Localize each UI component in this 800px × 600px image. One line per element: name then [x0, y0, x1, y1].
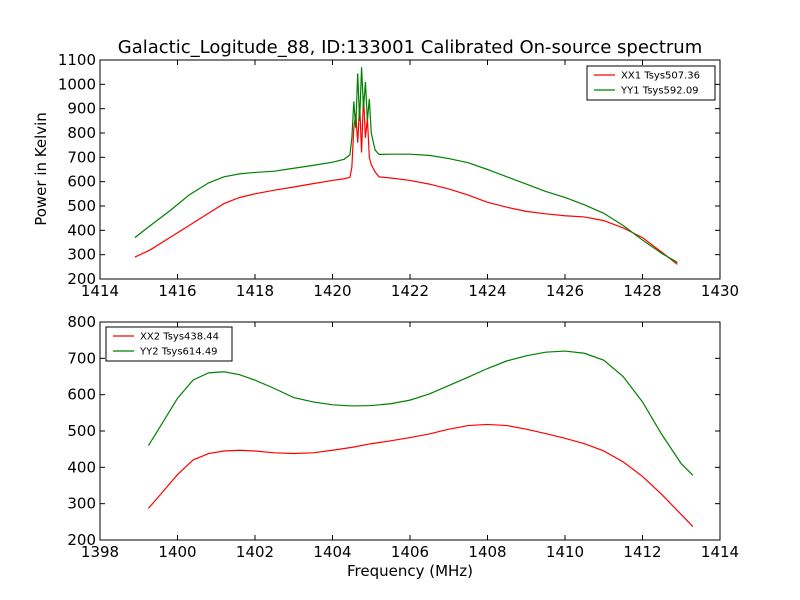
y-tick-label: 500: [67, 422, 96, 440]
chart-title: Galactic_Logitude_88, ID:133001 Calibrat…: [118, 37, 702, 58]
top-plot: 1414 1416 1418 1420 1422 1424 1426 1428 1430 200 3…: [58, 51, 739, 300]
legend: XX2 Tsys438.44 YY2 Tsys614.49: [105, 326, 233, 362]
x-tick-label: 1426: [546, 282, 584, 300]
y-tick-label: 400: [67, 221, 96, 239]
legend-entry: YY2 Tsys614.49: [139, 347, 218, 358]
x-tick-label: 1406: [391, 543, 429, 561]
legend-entry: YY1 Tsys592.09: [620, 86, 699, 97]
x-tick-label: 1400: [158, 543, 196, 561]
y-tick-label: 700: [67, 148, 96, 166]
bottom-plot: 1398 1400 1402 1404 1406 1408 1410 1412 1414 200 3…: [67, 313, 739, 561]
x-tick-label: 1414: [81, 282, 119, 300]
x-tick-label: 1420: [313, 282, 351, 300]
legend-box: [105, 326, 233, 362]
y-tick-label: 900: [67, 100, 96, 118]
y-tick-label: 300: [67, 495, 96, 513]
x-tick-label: 1412: [623, 543, 661, 561]
y-tick-label: 500: [67, 197, 96, 215]
series-line-xx2: [147, 423, 694, 527]
x-tick-label: 1414: [701, 543, 739, 561]
x-tick-label: 1404: [313, 543, 351, 561]
x-tick-label: 1430: [701, 282, 739, 300]
x-tick-label: 1422: [391, 282, 429, 300]
legend-entry: XX2 Tsys438.44: [140, 332, 219, 343]
y-tick-label: 600: [67, 173, 96, 191]
series-line-xx1: [134, 96, 678, 265]
x-tick-label: 1402: [236, 543, 274, 561]
series-line-yy1: [134, 67, 678, 263]
x-tick-label: 1410: [546, 543, 584, 561]
x-axis-label: Frequency (MHz): [347, 562, 473, 580]
x-tick-label: 1398: [81, 543, 119, 561]
y-tick-label: 600: [67, 386, 96, 404]
x-tick-label: 1418: [236, 282, 274, 300]
x-tick-label: 1428: [623, 282, 661, 300]
y-tick-label: 800: [67, 313, 96, 331]
y-tick-label: 200: [67, 531, 96, 549]
legend-entry: XX1 Tsys507.36: [621, 71, 700, 82]
y-tick-label: 700: [67, 349, 96, 367]
y-tick-label: 400: [67, 458, 96, 476]
series-line-yy2: [147, 350, 694, 476]
y-tick-label: 300: [67, 246, 96, 264]
y-tick-label: 1000: [58, 75, 96, 93]
x-tick-label: 1424: [468, 282, 506, 300]
x-tick-label: 1416: [158, 282, 196, 300]
x-tick-label: 1408: [468, 543, 506, 561]
y-tick-label: 200: [67, 270, 96, 288]
y-tick-label: 1100: [58, 51, 96, 69]
legend-box: [586, 65, 716, 101]
y-tick-label: 800: [67, 124, 96, 142]
legend: XX1 Tsys507.36 YY1 Tsys592.09: [586, 65, 716, 101]
y-axis-label: Power in Kelvin: [32, 112, 50, 226]
